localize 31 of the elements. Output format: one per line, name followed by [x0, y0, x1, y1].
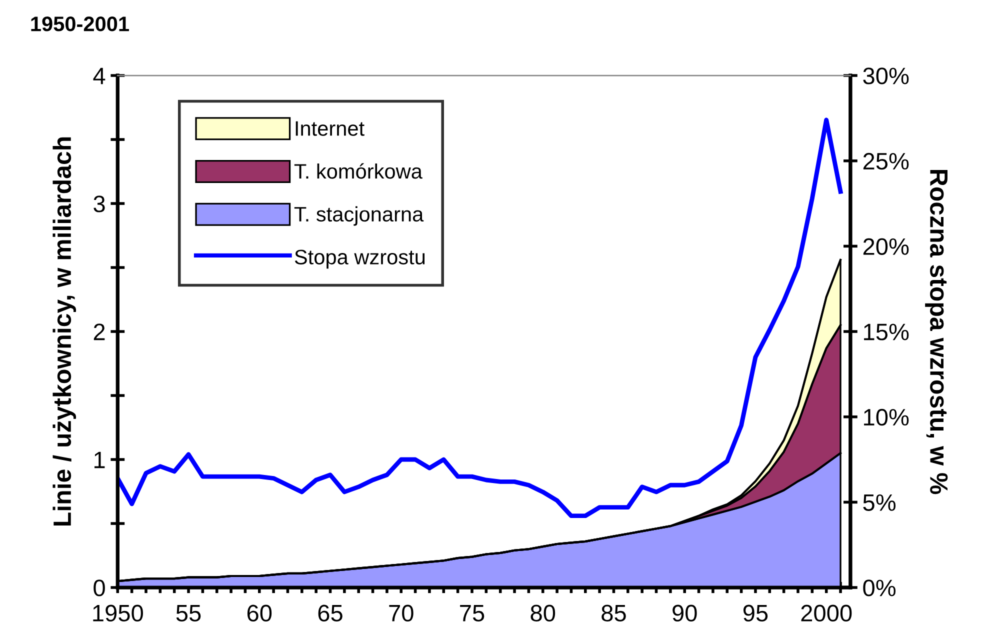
y-tick-label: 3 [94, 196, 105, 212]
y-tick-label: 0 [94, 580, 105, 596]
line-series [118, 118, 843, 518]
x-tick-label: 95 [743, 604, 768, 622]
x-tick-label: 60 [247, 604, 272, 622]
legend-label: T. komórkowa [294, 163, 422, 179]
x-tick-label: 1950 [93, 604, 143, 622]
y2-tick-label: 10% [864, 408, 909, 426]
y-tick-label: 2 [94, 324, 105, 340]
y2-tick-label: 30% [863, 68, 909, 84]
y-tick-label: 4 [93, 68, 106, 84]
x-tick-label: 70 [389, 604, 414, 622]
y2-tick-label: 0% [863, 580, 896, 596]
legend-label: Stopa wzrostu [294, 250, 425, 269]
chart-title: 1950-2001 [31, 16, 129, 32]
legend-label: Internet [296, 121, 364, 136]
x-tick-label: 65 [318, 604, 342, 622]
legend-label: T. stacjonarna [294, 206, 424, 226]
y2-tick-label: 15% [864, 324, 909, 340]
x-tick-label: 90 [672, 604, 697, 622]
y-axis-title: Linie / użytkownicy, w miliardach [52, 137, 76, 526]
x-tick-label: 2000 [801, 604, 852, 622]
x-tick-label: 75 [460, 605, 484, 622]
x-tick-label: 80 [530, 604, 556, 622]
y2-axis-title: Roczna stopa wzrostu, w % [925, 170, 948, 494]
y-tick-label: 1 [94, 452, 105, 468]
y2-tick-label: 5% [863, 494, 896, 511]
y2-tick-label: 25% [863, 152, 909, 170]
x-tick-label: 55 [176, 605, 201, 622]
y2-tick-label: 20% [863, 238, 909, 255]
x-tick-label: 85 [602, 604, 626, 622]
